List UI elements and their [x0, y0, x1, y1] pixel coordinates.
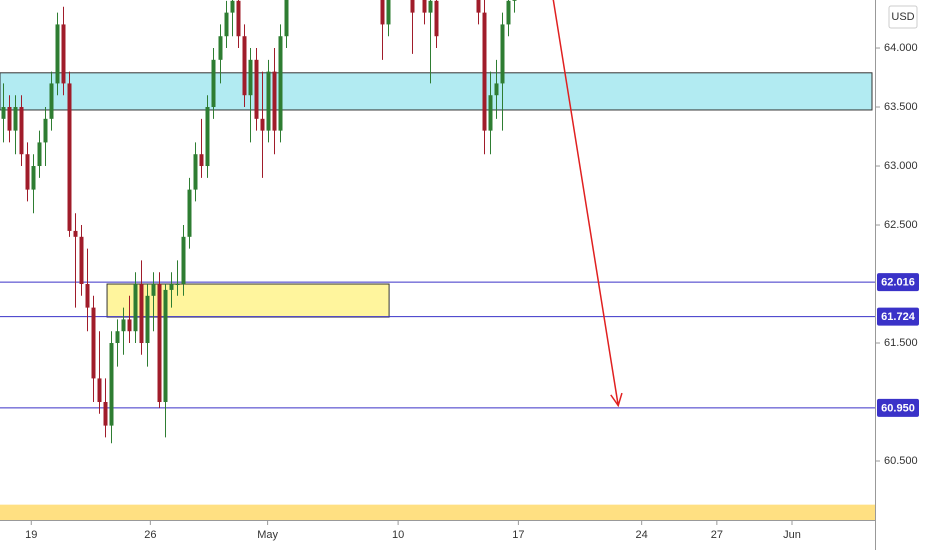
- candle-body: [506, 0, 511, 25]
- candle-body: [242, 36, 247, 96]
- currency: USD: [891, 11, 914, 23]
- candle-body: [37, 142, 42, 167]
- x-tick-label: 19: [25, 529, 37, 541]
- y-tick-label: 63.000: [884, 160, 918, 172]
- level-label: 61.724: [881, 311, 916, 323]
- candle-body: [199, 154, 204, 167]
- candle-body: [97, 378, 102, 403]
- y-tick-label: 60.500: [884, 455, 918, 467]
- candle-body: [272, 71, 277, 131]
- candle-body: [145, 295, 150, 344]
- y-tick-label: 64.000: [884, 42, 918, 54]
- candle-body: [422, 0, 427, 13]
- candle-body: [163, 289, 168, 403]
- y-tick-label: 62.500: [884, 219, 918, 231]
- x-tick-label: 27: [711, 529, 723, 541]
- x-tick-label: 26: [144, 529, 156, 541]
- candle-body: [230, 0, 235, 13]
- level-label: 62.016: [881, 277, 915, 289]
- level-label-box: [877, 307, 919, 326]
- candle-body: [7, 107, 12, 131]
- candle-body: [175, 284, 180, 286]
- candle-body: [380, 0, 385, 25]
- candle-body: [410, 0, 415, 13]
- candle-body: [254, 59, 259, 119]
- candle-body: [482, 12, 487, 131]
- zone: [0, 72, 873, 111]
- candle-body: [386, 0, 391, 25]
- candle-body: [25, 154, 30, 190]
- candle-body: [13, 107, 18, 131]
- candle-body: [428, 0, 433, 13]
- plot-area: [0, 0, 875, 520]
- candle-body: [488, 95, 493, 131]
- candle-body: [278, 36, 283, 131]
- candle-body: [434, 0, 439, 37]
- candle-body: [127, 319, 132, 332]
- candle-body: [67, 83, 72, 231]
- candle-body: [157, 284, 162, 403]
- candle-body: [187, 189, 192, 237]
- currency-box[interactable]: [888, 5, 918, 29]
- candle-body: [248, 59, 253, 96]
- candle-body: [121, 319, 126, 332]
- candle-body: [512, 0, 517, 1]
- candle-body: [218, 36, 223, 60]
- y-tick-label: 63.500: [884, 101, 918, 113]
- level-label: 60.950: [881, 402, 915, 414]
- candle-body: [19, 107, 24, 155]
- arrow-line: [552, 0, 619, 406]
- zone: [0, 504, 875, 520]
- candle-body: [133, 284, 138, 332]
- x-tick-label: 17: [512, 529, 524, 541]
- candle-body: [43, 118, 48, 143]
- candle-body: [169, 284, 174, 290]
- candle-body: [151, 284, 156, 296]
- candle-body: [211, 59, 216, 108]
- candle-body: [494, 83, 499, 96]
- arrow-head: [610, 392, 623, 408]
- candle-body: [49, 83, 54, 119]
- candle-body: [91, 307, 96, 379]
- candle-body: [260, 118, 265, 131]
- candle-body: [115, 331, 120, 344]
- candle-body: [236, 0, 241, 37]
- candle-body: [79, 236, 84, 285]
- level-label-box: [877, 273, 919, 292]
- x-tick-label: 24: [636, 529, 648, 541]
- candle-body: [224, 12, 229, 37]
- candle-body: [31, 166, 36, 190]
- candle-body: [61, 24, 66, 84]
- candle-body: [500, 24, 505, 84]
- candle-body: [266, 71, 271, 131]
- x-tick-label: 10: [392, 529, 404, 541]
- candle-body: [85, 284, 90, 308]
- candle-body: [181, 236, 186, 285]
- x-tick-label: May: [257, 529, 278, 541]
- candle-body: [1, 107, 6, 119]
- candle-body: [193, 154, 198, 190]
- candle-body: [476, 0, 481, 13]
- candle-body: [284, 0, 289, 37]
- candle-body: [55, 24, 60, 84]
- x-tick-label: Jun: [783, 529, 801, 541]
- candle-body: [103, 402, 108, 426]
- level-label-box: [877, 398, 919, 417]
- candle-body: [205, 107, 210, 167]
- candle-body: [139, 284, 144, 344]
- y-tick-label: 61.500: [884, 337, 918, 349]
- candle-body: [73, 230, 78, 237]
- candle-body: [109, 343, 114, 426]
